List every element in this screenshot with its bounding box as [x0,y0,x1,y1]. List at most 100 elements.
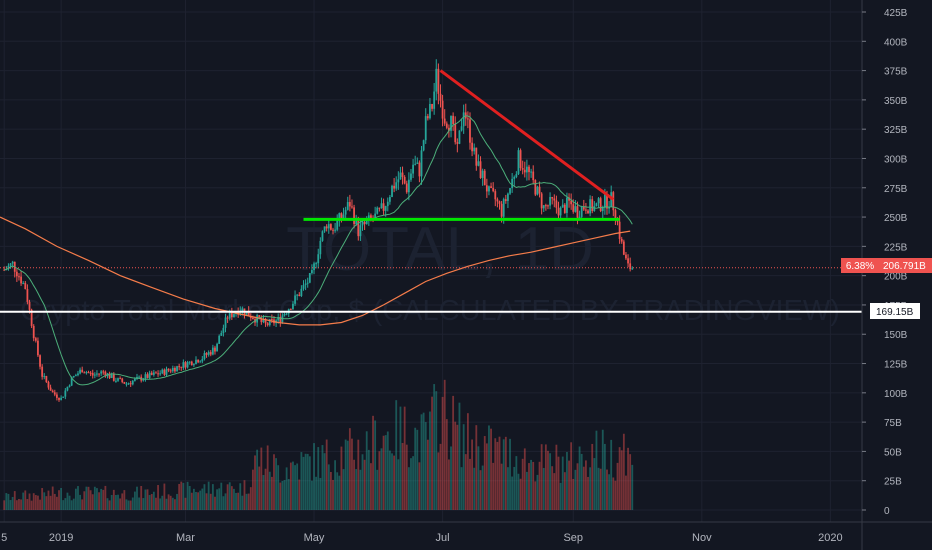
volume-bar [169,495,172,510]
volume-bar [152,491,155,510]
volume-bar [216,489,218,510]
volume-bar [490,428,492,510]
volume-bar [197,492,200,510]
candle-body [418,162,421,177]
candle-body [490,186,492,189]
candle-body [475,147,478,166]
volume-bar [104,485,107,510]
volume-bar [393,455,396,510]
candle-body [211,347,214,355]
candle-body [226,317,229,319]
candle-body [205,353,208,355]
candle-body [51,390,54,393]
y-axis[interactable]: 425B 400B 375B 350B 325B 300B 275B 250B 225B 200B… [861,0,908,550]
candle-body [112,374,115,381]
candle-body [123,381,126,384]
volume-bar [439,443,442,510]
volume-bar [346,440,349,510]
volume-bar [125,499,128,510]
candle-body [34,338,37,341]
volume-bar [532,461,535,510]
candle-body [174,367,176,372]
candle-body [262,319,265,323]
candle-body [39,355,41,367]
candle-body [399,172,402,180]
volume-bar [407,467,410,510]
volume-bar [580,453,583,510]
candle-body [625,254,627,259]
volume-bar [559,482,562,510]
volume-bar [566,451,568,510]
candle-body [540,193,543,209]
volume-bar [304,453,307,510]
candle-body [218,335,221,344]
candle-body [209,352,212,355]
volume-bar [138,497,141,510]
volume-bar [292,461,294,510]
volume-bar [43,492,46,510]
volume-bar [209,493,212,510]
candle-body [214,347,216,352]
volume-bar [155,497,157,510]
candle-body [346,202,349,210]
candle-body [268,319,271,326]
volume-bar [494,438,497,510]
candle-body [466,118,469,120]
candle-body [131,380,134,385]
candle-body [460,126,463,131]
volume-bar [281,480,284,510]
candle-body [378,207,381,209]
volume-bar [37,495,39,510]
candle-body [477,161,480,166]
volume-bar [148,495,151,510]
candle-body [397,179,400,183]
volume-bar [144,489,147,510]
volume-bar [262,475,265,510]
x-axis[interactable]: 5 2019 Mar May Jul Sep Nov 2020 [0,521,932,544]
candle-body [334,229,337,231]
candle-body [306,282,309,284]
candle-body [298,294,301,296]
volume-bar [523,448,526,510]
volume-bar [218,488,221,510]
volume-bar [53,493,56,510]
candle-body [167,368,170,371]
change-label: 6.38% [846,261,874,272]
y-tick-label: 400B [884,37,908,48]
candle-body [93,374,96,376]
volume-bar [466,413,469,510]
candle-body [3,269,6,271]
volume-bar [517,473,520,510]
candle-body [496,199,499,202]
candle-body [321,231,324,241]
volume-bar [578,446,581,510]
volume-bar [340,446,343,510]
candle-body [344,209,347,215]
volume-bar [585,460,587,510]
volume-bar [47,490,50,510]
trend-line[interactable] [439,69,615,201]
candle-body [382,203,385,211]
candle-body [407,179,410,193]
candle-body [622,241,625,255]
volume-bar [458,402,461,510]
volume-bar [420,414,423,510]
candle-body [317,254,320,264]
y-tick-label: 375B [884,67,908,78]
candle-body [471,142,473,152]
volume-bar [443,379,446,510]
candle-body [169,370,172,372]
y-tick-label: 325B [884,125,908,136]
volume-bar [199,490,202,510]
candle-body [595,203,598,207]
volume-bar [597,467,600,510]
candle-body [285,313,288,315]
volume-bar [542,467,545,510]
volume-bar [530,459,533,510]
volume-bar [378,451,381,510]
hline-label: 169.15B [876,307,914,318]
volume-bar [471,439,473,510]
candle-body [161,369,164,374]
candle-body [367,215,370,220]
